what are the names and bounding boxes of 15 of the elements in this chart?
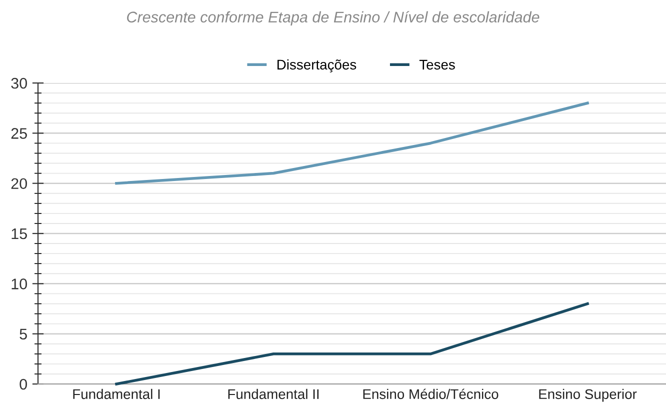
y-tick-label: 5 bbox=[20, 328, 27, 340]
x-tick-label: Fundamental I bbox=[73, 388, 160, 400]
line-series bbox=[115, 102, 589, 185]
legend-label: Teses bbox=[419, 60, 455, 70]
legend-label: Dissertações bbox=[278, 59, 356, 72]
x-tick-label: Fundamental II bbox=[228, 388, 319, 400]
y-tick-label: 15 bbox=[12, 228, 27, 240]
y-tick-label: 0 bbox=[20, 378, 27, 390]
chart-title: Crescente conforme Etapa de Ensino / Nível de escolaridade bbox=[127, 11, 540, 26]
y-tick-label: 10 bbox=[12, 278, 27, 290]
x-tick-label: Ensino Médio/Técnico bbox=[363, 388, 498, 400]
y-tick-label: 30 bbox=[11, 78, 27, 89]
y-tick-label: 25 bbox=[11, 128, 27, 139]
x-tick-label: Ensino Superior bbox=[539, 388, 637, 402]
y-tick-label: 20 bbox=[11, 178, 27, 190]
